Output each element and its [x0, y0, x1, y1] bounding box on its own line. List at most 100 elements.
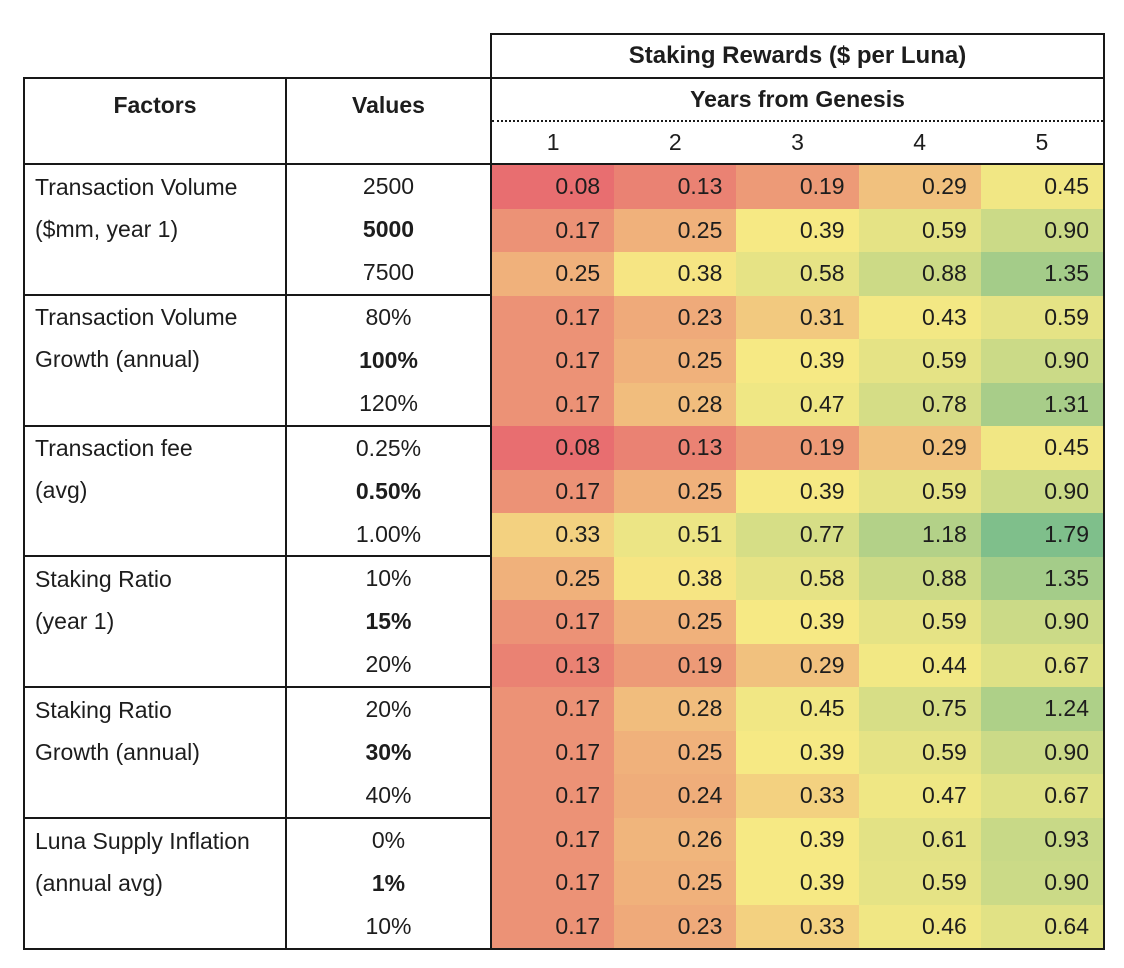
- heatmap-cell: 0.47: [858, 774, 981, 818]
- factor-label: Transaction fee (avg): [25, 426, 287, 556]
- factor-group: Transaction fee (avg) 0.25% 0.50% 1.00%: [25, 424, 490, 556]
- heatmap-cell: 0.25: [614, 600, 737, 644]
- factor-value-cell: 10%: [365, 912, 412, 939]
- factor-value-cell: 10%: [365, 565, 412, 592]
- heatmap-cell: 0.59: [858, 339, 981, 383]
- factor-label-line: Transaction Volume: [35, 173, 238, 200]
- heatmap-cell: 0.67: [980, 774, 1103, 818]
- heatmap-cell: 0.17: [492, 687, 615, 731]
- heatmap-cell: 0.25: [492, 252, 615, 296]
- factor-value-list: 10% 15% 20%: [287, 557, 490, 686]
- table-title: Staking Rewards ($ per Luna): [492, 35, 1103, 79]
- heatmap-cell: 0.23: [614, 295, 737, 339]
- factor-group: Transaction Volume ($mm, year 1) 2500 5000 7…: [25, 163, 490, 294]
- heatmap-cell: 0.17: [492, 382, 615, 426]
- heatmap-cell: 0.17: [492, 208, 615, 252]
- heatmap-cell: 1.18: [858, 513, 981, 557]
- factors-panel: Factors Values Transaction Volume ($mm, y…: [23, 77, 492, 950]
- heatmap-cell: 0.45: [980, 426, 1103, 470]
- factor-value-cell: 20%: [365, 696, 412, 723]
- heatmap-cell: 1.31: [980, 382, 1103, 426]
- heatmap-cell: 0.58: [736, 556, 859, 600]
- heatmap-cell: 0.17: [492, 730, 615, 774]
- staking-rewards-panel: Staking Rewards ($ per Luna) Years from …: [490, 33, 1105, 950]
- factor-label-line: Luna Supply Inflation: [35, 827, 250, 854]
- factor-value-cell: 40%: [365, 782, 412, 809]
- heatmap-cell: 0.59: [858, 208, 981, 252]
- heatmap-cell: 0.59: [980, 295, 1103, 339]
- heatmap-cell: 0.29: [736, 643, 859, 687]
- factor-value-cell: 7500: [362, 258, 415, 285]
- heatmap-cell: 0.23: [614, 904, 737, 948]
- factor-group: Transaction Volume Growth (annual) 80% 100%…: [25, 293, 490, 425]
- factor-label-line: (year 1): [35, 607, 115, 634]
- heatmap-cell: 0.59: [858, 861, 981, 905]
- heatmap-grid: 0.08 0.13 0.19 0.29 0.45 0.17 0.25 0.39 0.59 0.90…: [492, 165, 1103, 948]
- heatmap-cell: 0.17: [492, 600, 615, 644]
- factor-value-cell: 20%: [365, 651, 412, 678]
- factor-group: Staking Ratio Growth (annual) 20% 30% 40%: [25, 686, 490, 818]
- heatmap-cell: 0.67: [980, 643, 1103, 687]
- heatmap-cell: 0.75: [858, 687, 981, 731]
- heatmap-cell: 0.77: [736, 513, 859, 557]
- factor-label-line: Transaction Volume: [35, 304, 238, 331]
- heatmap-cell: 0.08: [492, 165, 615, 209]
- heatmap-cell: 0.38: [614, 556, 737, 600]
- year-column-header: 4: [913, 129, 927, 155]
- factor-value-list: 0% 1% 10%: [287, 819, 490, 948]
- factor-value-cell: 1.00%: [355, 520, 422, 547]
- heatmap-cell: 0.39: [736, 208, 859, 252]
- heatmap-cell: 0.17: [492, 817, 615, 861]
- year-column-header: 2: [668, 129, 682, 155]
- factor-value-cell: 15%: [365, 608, 412, 635]
- heatmap-cell: 0.08: [492, 426, 615, 470]
- heatmap-cell: 1.79: [980, 513, 1103, 557]
- values-header: Values: [352, 92, 425, 118]
- heatmap-cell: 0.39: [736, 730, 859, 774]
- heatmap-cell: 0.25: [614, 730, 737, 774]
- heatmap-cell: 0.39: [736, 469, 859, 513]
- factor-value-cell: 120%: [359, 389, 418, 416]
- heatmap-cell: 0.90: [980, 730, 1103, 774]
- heatmap-cell: 0.29: [858, 165, 981, 209]
- heatmap-cell: 0.90: [980, 208, 1103, 252]
- factor-value-list: 0.25% 0.50% 1.00%: [287, 427, 490, 556]
- heatmap-cell: 0.39: [736, 817, 859, 861]
- factor-value-list: 20% 30% 40%: [287, 688, 490, 817]
- years-from-genesis-label: Years from Genesis: [492, 79, 1103, 122]
- factor-label-line: (annual avg): [35, 869, 163, 896]
- heatmap-cell: 0.24: [614, 774, 737, 818]
- heatmap-cell: 0.17: [492, 861, 615, 905]
- heatmap-cell: 0.31: [736, 295, 859, 339]
- heatmap-cell: 0.28: [614, 687, 737, 731]
- heatmap-cell: 0.64: [980, 904, 1103, 948]
- heatmap-cell: 0.88: [858, 252, 981, 296]
- factor-groups: Transaction Volume ($mm, year 1) 2500 5000 7…: [25, 163, 490, 948]
- heatmap-cell: 0.19: [736, 165, 859, 209]
- heatmap-cell: 0.61: [858, 817, 981, 861]
- factors-header: Factors: [25, 79, 287, 163]
- factor-value-cell: 30%: [365, 739, 412, 766]
- heatmap-cell: 0.78: [858, 382, 981, 426]
- year-column-headers: 1 2 3 4 5: [492, 122, 1103, 165]
- factor-value-cell: 2500: [362, 172, 415, 199]
- factor-label: Staking Ratio (year 1): [25, 557, 287, 687]
- factor-value-cell: 5000: [362, 215, 415, 242]
- heatmap-cell: 0.46: [858, 904, 981, 948]
- heatmap-cell: 0.33: [736, 904, 859, 948]
- year-column-header: 1: [546, 129, 560, 155]
- heatmap-cell: 0.28: [614, 382, 737, 426]
- heatmap-cell: 0.17: [492, 774, 615, 818]
- heatmap-cell: 0.51: [614, 513, 737, 557]
- heatmap-cell: 0.38: [614, 252, 737, 296]
- factor-label-line: Staking Ratio: [35, 565, 172, 592]
- heatmap-cell: 0.17: [492, 339, 615, 383]
- heatmap-cell: 0.13: [614, 165, 737, 209]
- heatmap-cell: 0.44: [858, 643, 981, 687]
- heatmap-cell: 0.39: [736, 600, 859, 644]
- factor-value-cell: 1%: [371, 870, 406, 897]
- heatmap-cell: 0.90: [980, 600, 1103, 644]
- year-column-header: 5: [1035, 129, 1049, 155]
- factor-value-list: 80% 100% 120%: [287, 296, 490, 425]
